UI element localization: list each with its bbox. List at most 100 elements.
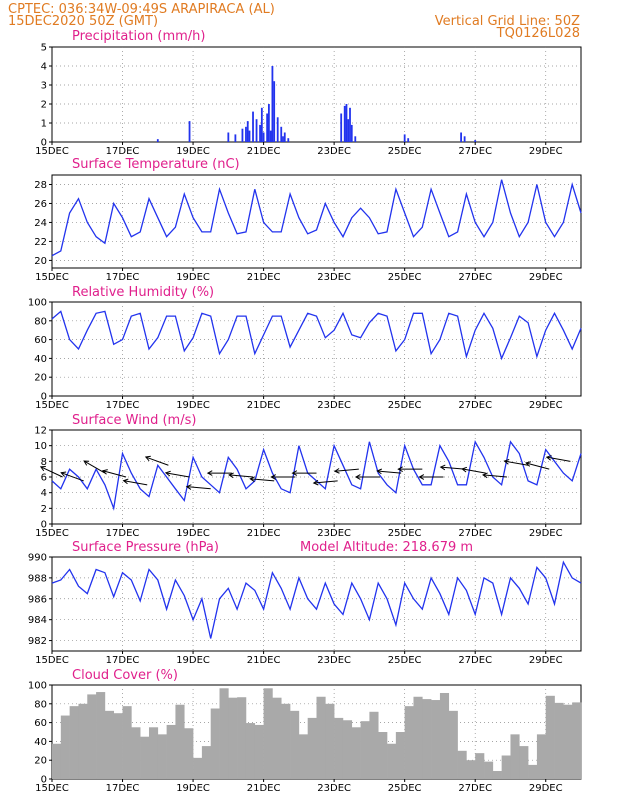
wind-arrow <box>206 470 232 476</box>
precip-bar <box>260 107 263 142</box>
precip-bar <box>241 128 244 142</box>
y-tick-label: 100 <box>28 298 47 309</box>
x-tick-label: 27DEC <box>458 655 492 666</box>
plot-frame <box>51 556 582 652</box>
y-tick-label: 28 <box>34 180 47 191</box>
x-tick-label: 19DEC <box>176 272 210 283</box>
x-tick-label: 19DEC <box>176 783 210 794</box>
wind-arrow <box>101 469 127 478</box>
cloud-cover-bar <box>466 760 476 779</box>
cloud-cover-bar <box>457 750 467 779</box>
y-tick-label: 60 <box>34 718 47 729</box>
cloud-cover-bar <box>439 692 450 779</box>
precip-bar <box>350 124 353 142</box>
series-line <box>51 560 582 639</box>
x-tick-label: 21DEC <box>247 528 281 539</box>
x-tick-label: 23DEC <box>317 272 351 283</box>
model-altitude-label: Model Altitude: 218.679 m <box>300 540 473 555</box>
x-tick-label: 21DEC <box>247 400 281 411</box>
precip-bar <box>246 121 249 142</box>
wind-arrow <box>270 474 296 480</box>
humidity-title: Relative Humidity (%) <box>72 285 214 300</box>
y-tick-label: 12 <box>34 426 47 437</box>
y-tick-label: 20 <box>34 756 47 767</box>
cloud-cover-bar <box>387 743 397 779</box>
precip-bar <box>287 138 290 142</box>
y-tick-label: 3 <box>41 81 47 92</box>
wind-arrow <box>312 479 338 486</box>
wind-arrow <box>397 466 423 473</box>
cloud-cover-bar <box>184 728 194 779</box>
cloud-cover-bar <box>325 703 335 779</box>
precip-bar <box>259 124 261 142</box>
y-tick-label: 4 <box>41 488 47 499</box>
precip-bar <box>463 136 466 142</box>
temperature-title: Surface Temperature (nC) <box>72 157 240 172</box>
y-tick-label: 2 <box>41 504 47 515</box>
cloud-cover-bar <box>201 746 211 779</box>
cloud-cover-bar <box>572 702 582 779</box>
precip-bar <box>267 104 270 142</box>
wind-arrow <box>39 466 63 478</box>
x-tick-label: 27DEC <box>458 528 492 539</box>
precip-bar <box>273 81 276 142</box>
wind-arrow <box>122 478 148 486</box>
cloud-cover-bar <box>448 710 458 779</box>
cloud-cover-bar <box>484 761 494 779</box>
pressure-panel: Surface Pressure (hPa) Model Altitude: 2… <box>28 540 582 666</box>
precip-bar <box>269 130 272 142</box>
y-tick-label: 1 <box>41 119 47 130</box>
precip-bar <box>248 130 251 142</box>
cloud-cover-bar <box>351 727 361 779</box>
precipitation-panel: Precipitation (mm/h) 15DEC 17DEC 19DEC 21DE… <box>35 29 582 157</box>
y-tick-label: 2 <box>41 100 47 111</box>
precip-bar <box>345 104 348 142</box>
y-tick-label: 10 <box>34 441 47 452</box>
cloud-cover-bar <box>519 746 529 779</box>
wind-arrow <box>525 461 550 470</box>
wind-arrow <box>185 484 211 490</box>
precip-bar <box>283 132 286 142</box>
wind-arrow <box>83 460 106 474</box>
cloud-cover-bar <box>554 702 564 779</box>
precipitation-title: Precipitation (mm/h) <box>72 29 205 44</box>
y-tick-label: 60 <box>34 335 47 346</box>
cloud-cover-bar <box>175 704 185 779</box>
cloud-cover-bar <box>52 743 62 779</box>
x-tick-label: 21DEC <box>247 146 281 157</box>
y-tick-label: 20 <box>34 256 47 267</box>
x-tick-label: 19DEC <box>176 400 210 411</box>
cloud-cover-bar <box>219 688 229 779</box>
x-tick-label: 29DEC <box>529 528 563 539</box>
x-tick-label: 17DEC <box>106 272 140 283</box>
cloud-cover-bar <box>210 708 220 779</box>
cloud-cover-bar <box>422 699 432 779</box>
cloud-cover-bar <box>60 715 70 779</box>
x-tick-label: 15DEC <box>35 783 69 794</box>
cloud-cover-bar <box>342 720 353 779</box>
precip-bar <box>234 134 237 142</box>
series-line <box>51 310 582 361</box>
cloud-cover-bar <box>492 771 502 779</box>
cloud-cover-bar <box>96 692 106 779</box>
cloud-cover-bar <box>307 717 317 779</box>
x-tick-label: 15DEC <box>35 400 69 411</box>
cloud-cover-bar <box>113 713 123 779</box>
precip-bar <box>276 117 279 142</box>
x-tick-label: 25DEC <box>388 400 422 411</box>
x-tick-label: 29DEC <box>529 146 563 157</box>
x-tick-label: 19DEC <box>176 528 210 539</box>
cloud-cover-bar <box>281 703 291 779</box>
y-tick-label: 0 <box>41 138 47 149</box>
x-tick-label: 29DEC <box>529 783 563 794</box>
humidity-panel: Relative Humidity (%) 15DEC 17DEC 19DEC 21D… <box>28 285 582 411</box>
wind-arrow <box>418 474 444 480</box>
y-tick-label: 80 <box>34 316 47 327</box>
pressure-title: Surface Pressure (hPa) <box>72 540 219 555</box>
x-tick-label: 15DEC <box>35 146 69 157</box>
x-tick-label: 19DEC <box>176 146 210 157</box>
cloud-cover-bar <box>148 727 159 779</box>
cloud-cover-bar <box>404 706 414 779</box>
wind-title: Surface Wind (m/s) <box>72 413 196 428</box>
wind-arrow <box>333 468 359 474</box>
